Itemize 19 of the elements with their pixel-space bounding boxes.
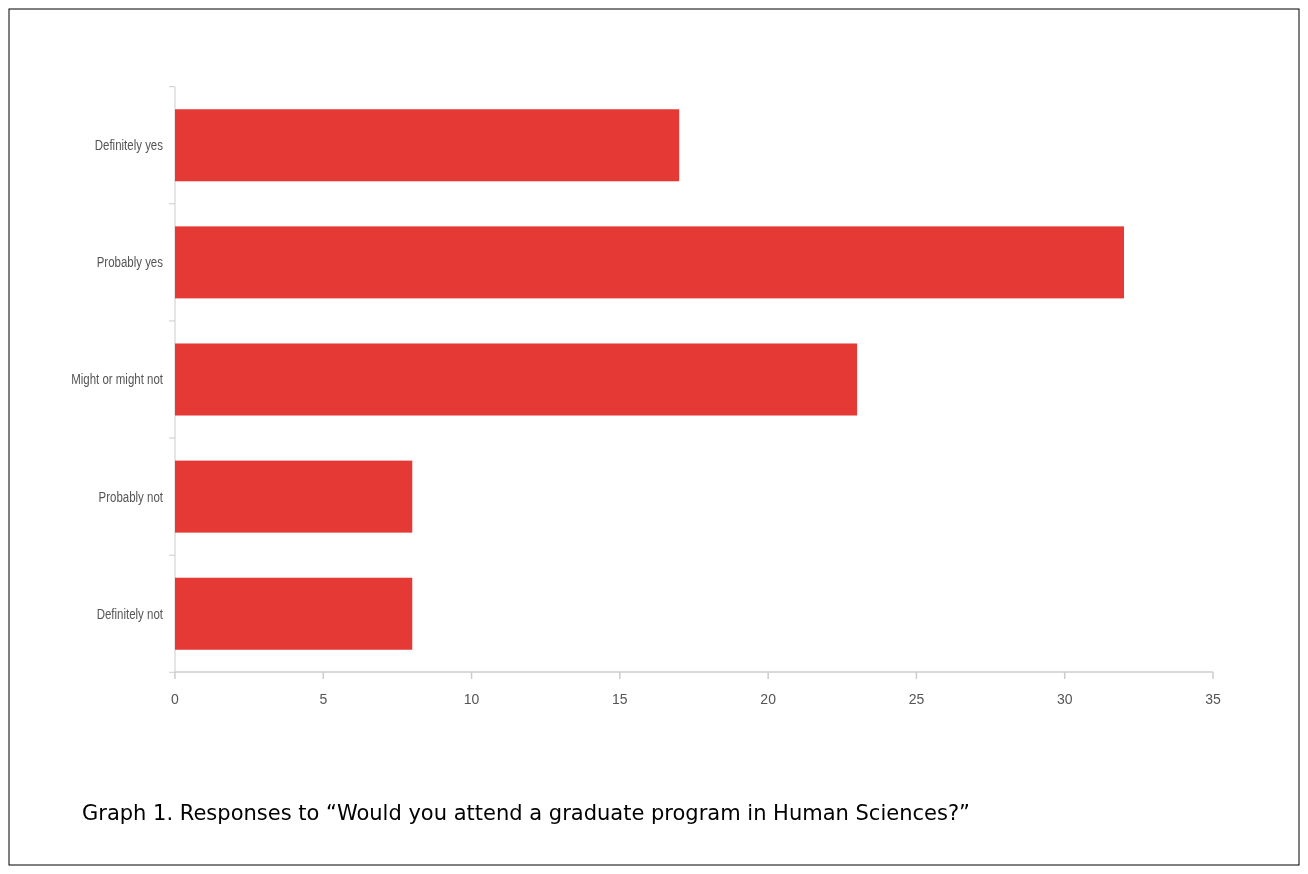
y-tick-label: Definitely yes (94, 137, 163, 154)
x-tick-label: 30 (1056, 691, 1073, 707)
x-tick-label: 15 (612, 691, 628, 707)
bar (175, 109, 680, 182)
x-tick-label: 20 (760, 691, 777, 707)
y-tick-label: Definitely not (96, 605, 164, 622)
bar (175, 460, 413, 533)
x-tick-label: 35 (1205, 691, 1221, 707)
x-tick-label: 0 (171, 691, 180, 707)
bar (175, 226, 1125, 299)
y-tick-label: Probably yes (96, 254, 163, 271)
y-tick-label: Probably not (98, 488, 164, 505)
y-tick-label: Might or might not (71, 371, 164, 388)
x-tick-label: 25 (908, 691, 925, 707)
caption: Graph 1. Responses to “Would you attend a graduate program in Human Sciences?” (82, 801, 970, 825)
x-tick-label: 5 (319, 691, 328, 707)
bar (175, 577, 413, 650)
x-tick-label: 10 (463, 691, 480, 707)
bar (175, 343, 858, 416)
